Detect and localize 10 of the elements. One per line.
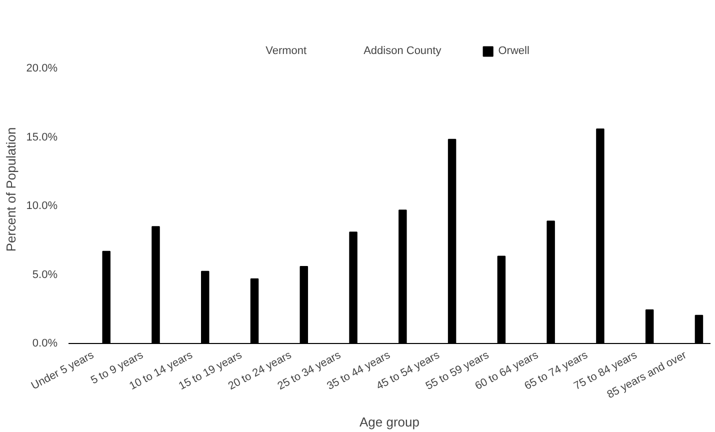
y-tick-label: 15.0% <box>26 131 58 144</box>
y-tick-label: 20.0% <box>26 62 58 74</box>
text: Addison County <box>364 45 442 57</box>
legend-label: Orwell <box>498 45 530 57</box>
y-axis-title: Percent of Population <box>3 127 18 252</box>
x-axis-title: Age group <box>360 414 420 430</box>
y-tick-label: 10.0% <box>26 200 58 212</box>
text: Vermont <box>266 45 307 57</box>
y-tick-label: 0.0% <box>32 338 58 350</box>
y-tick-label: 5.0% <box>32 268 58 281</box>
